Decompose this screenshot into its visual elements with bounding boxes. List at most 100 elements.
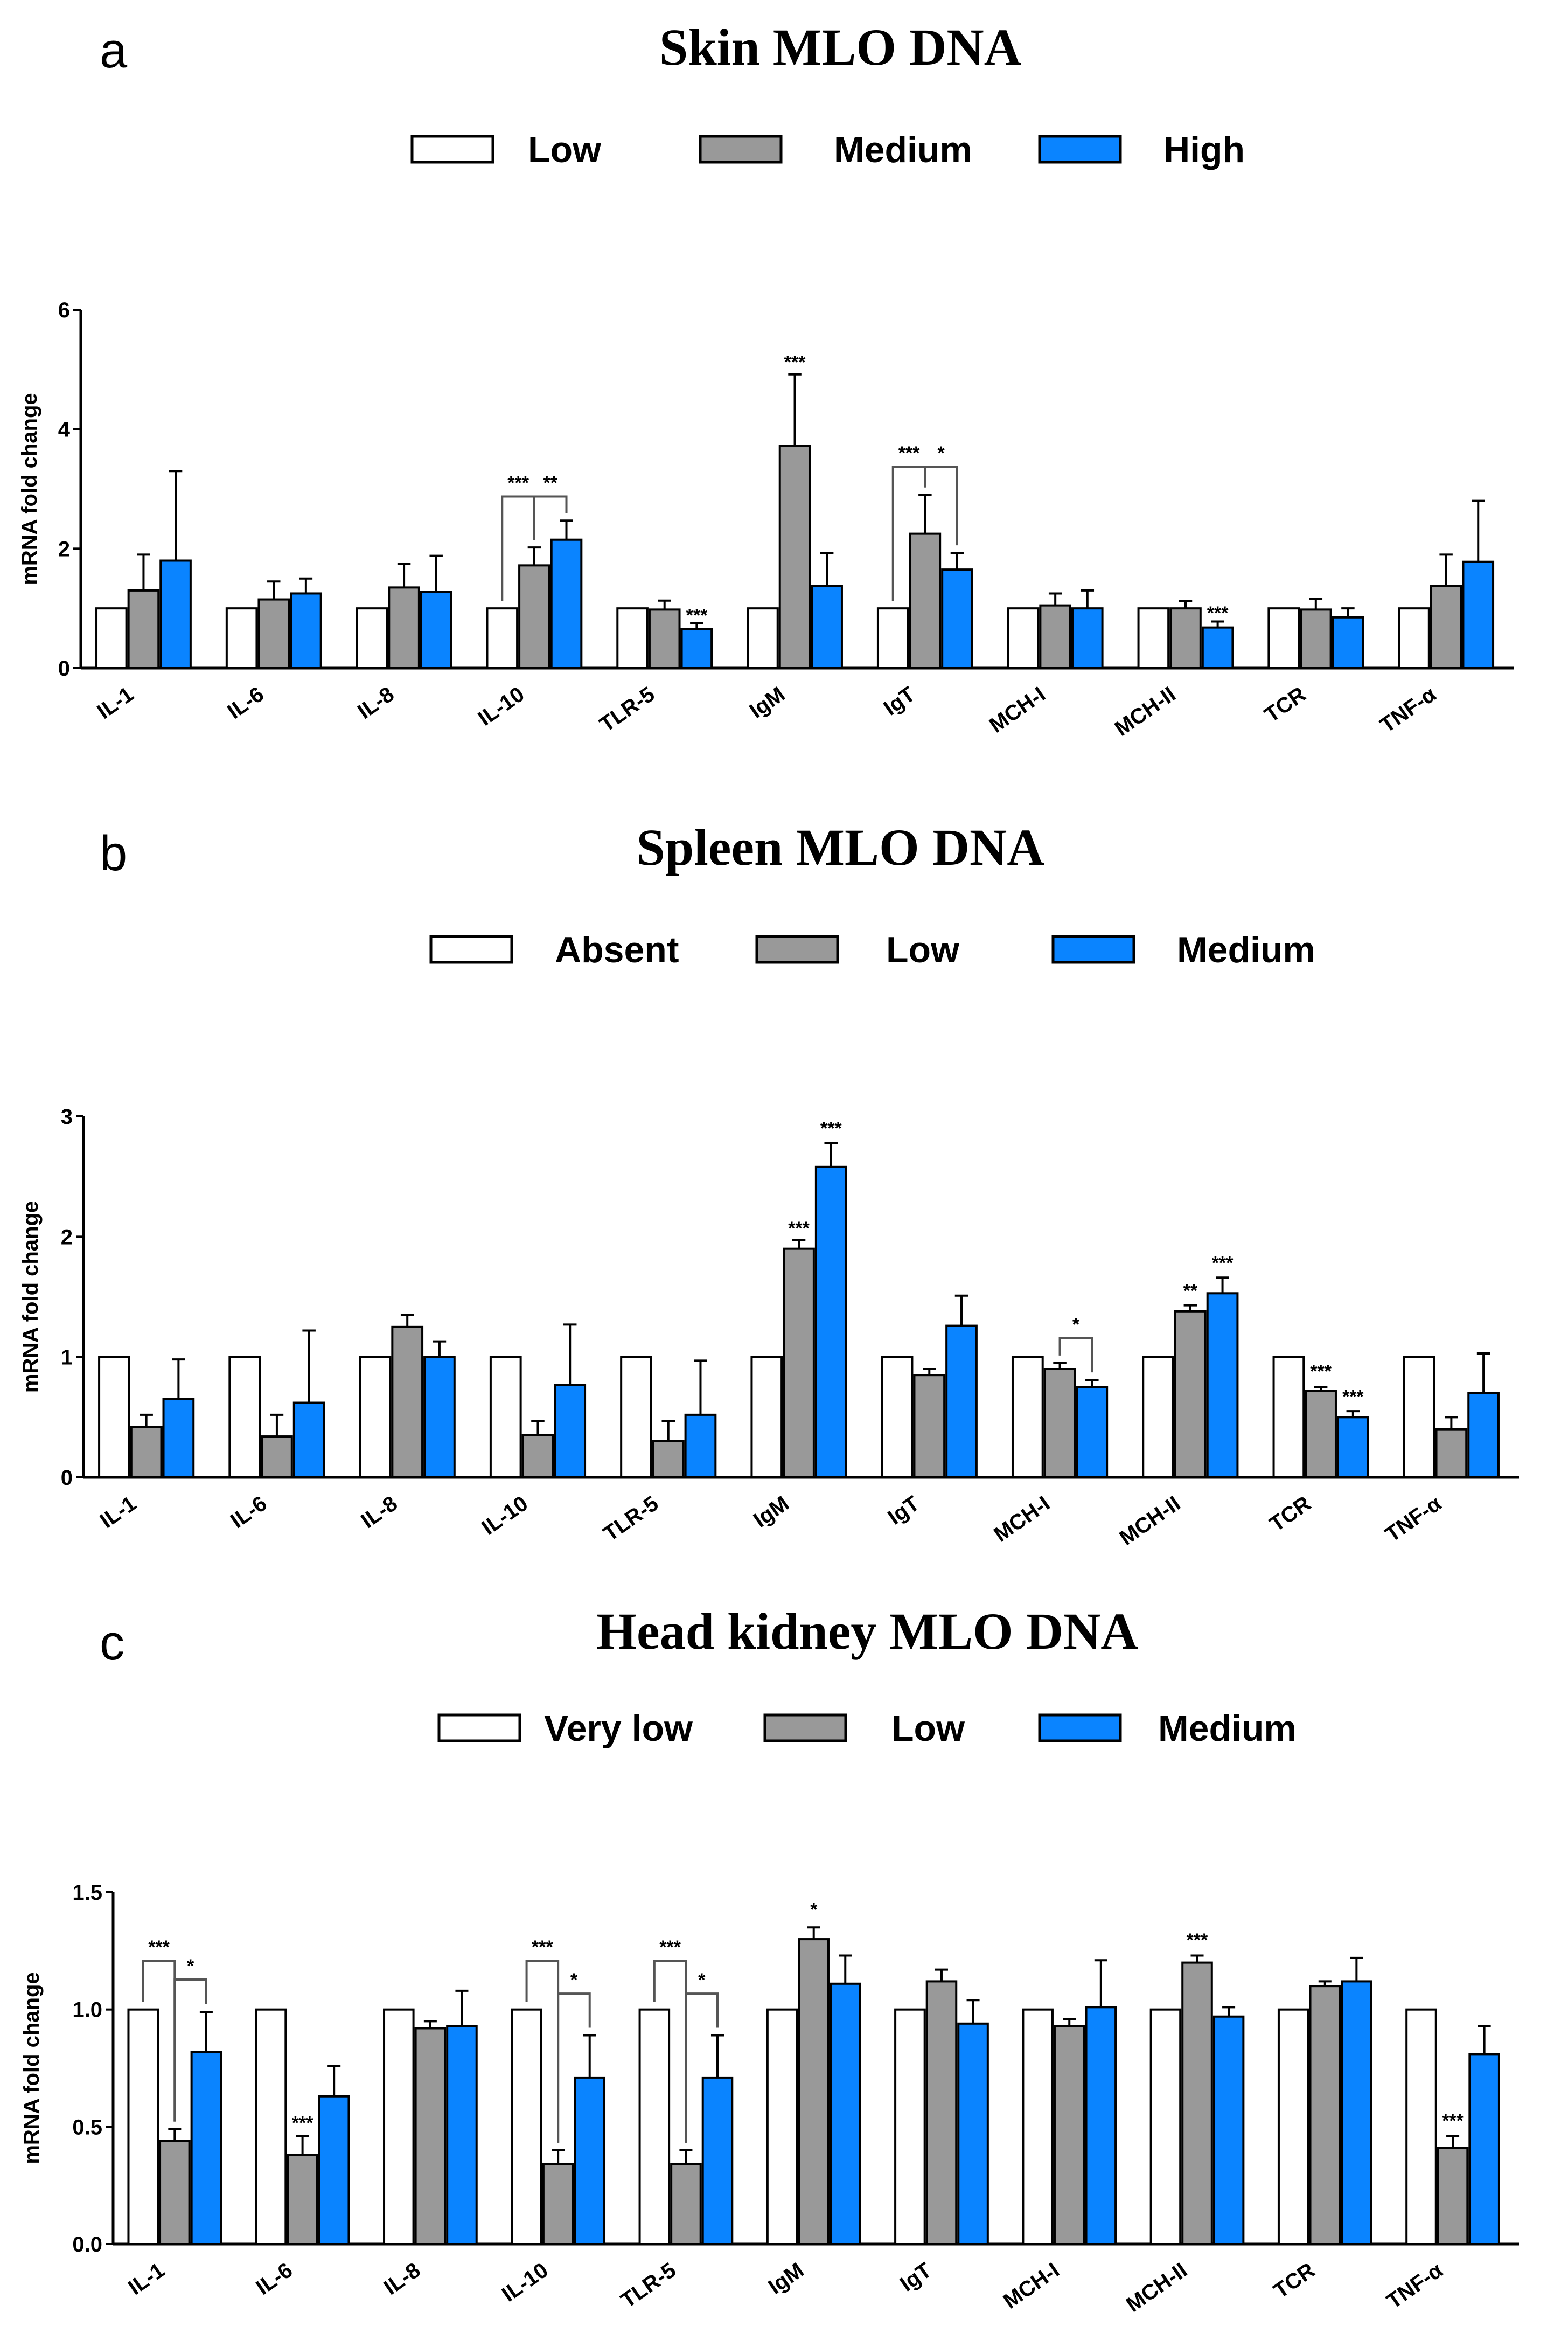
panel-a-bar-0-0	[95, 607, 128, 669]
panel-b-bar-1-6	[913, 1374, 946, 1479]
panel-b-sig-label-6: ***	[1342, 1387, 1364, 1407]
panel-c-bar-1-9	[1309, 1985, 1341, 2245]
panel-b-bar-1-7	[1043, 1368, 1076, 1478]
panel-a: a Skin MLO DNA Low Medium High 0 2 4 6 mRNA fold…	[18, 18, 1514, 741]
panel-c-xtick-label-10: TNF-α	[1383, 2258, 1447, 2314]
panel-b-bar-2-1	[292, 1401, 325, 1479]
panel-c-xtick-label-0: IL-1	[124, 2258, 169, 2300]
panel-c-bar-2-4	[701, 2076, 734, 2245]
panel-b-bar-1-8	[1174, 1310, 1207, 1479]
panel-c-legend-label-2: Medium	[1158, 1708, 1297, 1749]
panel-c-bar-2-10	[1468, 2053, 1500, 2245]
panel-c-ytick-label-1: 0.5	[72, 2115, 102, 2139]
panel-c-bar-0-9	[1277, 2008, 1309, 2246]
panel-c-ytick-label-3: 1.5	[72, 1881, 102, 1905]
panel-b-ytick-label-2: 2	[61, 1225, 73, 1249]
panel-a-xtick-label-10: TNF-α	[1376, 682, 1440, 738]
panel-c-letter: c	[100, 1615, 124, 1670]
panel-b-bar-2-3	[554, 1384, 587, 1479]
panel-c-xtick-label-6: IgT	[896, 2258, 936, 2296]
panel-b-xtick-label-8: MCH-II	[1116, 1491, 1185, 1550]
panel-a-letter: a	[100, 23, 128, 78]
panel-a-bar-0-6	[876, 607, 909, 669]
panel-a-bar-2-2	[420, 591, 452, 669]
panel-a-sig-label-2: ***	[686, 606, 707, 626]
panel-a-bar-0-4	[616, 607, 649, 669]
panel-c-bar-0-8	[1149, 2008, 1182, 2246]
panel-a-bar-0-7	[1007, 607, 1040, 669]
panel-b-sig-label-5: ***	[1310, 1362, 1332, 1382]
panel-a-xtick-label-0: IL-1	[93, 682, 138, 724]
panel-b-bar-0-7	[1011, 1356, 1044, 1479]
panel-a-sig-label-6: ***	[1207, 603, 1229, 623]
panel-b-bar-1-3	[521, 1434, 554, 1478]
panel-a-sig-label-5: *	[938, 443, 945, 463]
panel-b-bar-0-4	[620, 1356, 652, 1479]
panel-c-sig-label-5: ***	[659, 1937, 681, 1957]
panel-b-xtick-label-1: IL-6	[226, 1491, 271, 1533]
panel-b-legend-label-2: Medium	[1177, 929, 1315, 970]
panel-c-bar-0-3	[511, 2008, 542, 2246]
panel-b-xtick-label-5: IgM	[749, 1491, 793, 1532]
panel-b-sig-bracket-2	[1058, 1337, 1093, 1373]
panel-c-sig-label-6: *	[698, 1970, 706, 1990]
panel-a-xtick-label-5: IgM	[745, 682, 790, 723]
panel-a-title: Skin MLO DNA	[659, 18, 1021, 76]
panel-c-sig-label-1: *	[187, 1956, 194, 1976]
panel-a-bar-0-1	[225, 607, 258, 669]
panel-a-xtick-label-3: IL-10	[474, 682, 529, 731]
panel-c-xtick-label-8: MCH-II	[1122, 2258, 1191, 2317]
panel-c-xtick-label-2: IL-8	[380, 2258, 424, 2300]
panel-a-y-axis-label: mRNA fold change	[18, 393, 41, 585]
panel-c-sig-label-4: *	[570, 1970, 578, 1990]
panel-a-xtick-label-1: IL-6	[223, 682, 268, 724]
panel-c-y-axis-label: mRNA fold change	[20, 1972, 44, 2164]
panel-a-sig-bracket-1	[533, 495, 568, 540]
panel-b-bar-1-9	[1305, 1390, 1337, 1478]
panel-b-legend-label-1: Low	[886, 929, 960, 970]
panel-a-sig-label-1: **	[543, 473, 557, 494]
panel-c-bar-0-1	[255, 2008, 287, 2246]
panel-c-bar-1-5	[798, 1938, 830, 2245]
panel-c-xtick-label-1: IL-6	[252, 2258, 297, 2300]
panel-b-bar-0-6	[881, 1356, 914, 1479]
panel-b-xtick-label-7: MCH-I	[989, 1491, 1054, 1546]
panel-b-bar-0-8	[1142, 1356, 1174, 1479]
panel-b-bar-0-3	[489, 1356, 522, 1479]
panel-b-bar-1-5	[783, 1247, 815, 1479]
panel-c-sig-label-8: ***	[1187, 1930, 1208, 1950]
panel-a-bar-2-5	[811, 585, 843, 670]
panel-b-sig-label-2: *	[1072, 1315, 1080, 1335]
panel-b-legend-swatch-1	[755, 935, 839, 964]
panel-c-bar-0-4	[638, 2008, 671, 2246]
panel-b-ytick-label-3: 3	[61, 1105, 73, 1129]
panel-b-bar-1-4	[652, 1440, 685, 1478]
panel-a-xtick-label-9: TCR	[1260, 682, 1311, 727]
panel-b-bar-2-8	[1206, 1292, 1239, 1479]
panel-c-xtick-label-7: MCH-I	[999, 2258, 1064, 2313]
panel-a-bar-2-0	[159, 559, 192, 669]
panel-b-legend-swatch-0	[429, 935, 513, 964]
panel-a-bar-1-10	[1430, 585, 1462, 670]
panel-a-bar-0-2	[356, 607, 388, 669]
panel-a-bar-2-10	[1462, 560, 1495, 670]
panel-a-xtick-label-7: MCH-I	[985, 682, 1050, 737]
panel-a-xtick-label-2: IL-8	[353, 682, 398, 724]
panel-c-bar-2-5	[829, 1982, 861, 2246]
panel-c-ytick-label-2: 1.0	[72, 1998, 102, 2022]
panel-c-bar-1-10	[1437, 2147, 1469, 2246]
panel-c-sig-label-0: ***	[148, 1937, 170, 1957]
panel-c-legend-swatch-0	[437, 1713, 521, 1742]
panel-c-xtick-label-9: TCR	[1270, 2258, 1320, 2303]
panel-c-legend-label-1: Low	[891, 1708, 965, 1749]
panel-b-bar-1-0	[130, 1426, 163, 1478]
panel-a-legend-label-2: High	[1163, 129, 1245, 170]
panel-a-sig-label-4: ***	[898, 443, 920, 463]
panel-b-sig-label-1: ***	[820, 1119, 842, 1139]
panel-b-xtick-label-4: TLR-5	[599, 1491, 663, 1546]
panel-b-xtick-label-6: IgT	[884, 1491, 924, 1529]
panel-c-legend-swatch-2	[1038, 1713, 1122, 1742]
panel-a-ytick-label-2: 4	[58, 418, 71, 442]
panel-c-bar-1-6	[925, 1980, 958, 2246]
